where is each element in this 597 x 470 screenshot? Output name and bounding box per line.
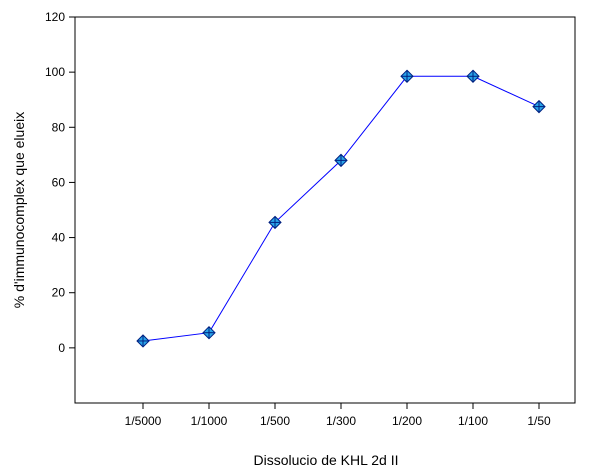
y-tick-label: 100 — [45, 65, 65, 79]
x-tick-label: 1/5000 — [125, 414, 162, 428]
y-tick-label: 0 — [58, 341, 65, 355]
y-tick-label: 80 — [52, 120, 66, 134]
x-tick-label: 1/300 — [326, 414, 356, 428]
y-tick-label: 40 — [52, 231, 66, 245]
data-point-marker — [400, 69, 414, 83]
data-point-marker — [268, 215, 282, 230]
x-tick-label: 1/500 — [260, 414, 290, 428]
x-tick-label: 1/50 — [527, 414, 551, 428]
y-tick-label: 20 — [52, 286, 66, 300]
y-axis: 0 20 40 60 80 100 120 — [45, 10, 75, 355]
series-layer — [136, 69, 546, 348]
data-point-marker — [334, 153, 348, 168]
data-point-marker — [136, 334, 150, 348]
y-axis-title: % d'immunocomplex que elueix — [11, 112, 27, 308]
data-point-marker — [466, 69, 480, 83]
y-tick-label: 60 — [52, 175, 66, 189]
x-axis-title: Dissolucio de KHL 2d II — [254, 452, 399, 468]
series-line — [142, 75, 540, 342]
x-axis: 1/5000 1/1000 1/500 1/300 1/200 1/100 1/50 — [125, 403, 551, 428]
data-point-marker — [202, 325, 216, 340]
x-tick-label: 1/200 — [392, 414, 422, 428]
x-tick-label: 1/100 — [458, 414, 488, 428]
y-tick-label: 120 — [45, 10, 65, 24]
plot-area-frame — [74, 16, 576, 404]
x-tick-label: 1/1000 — [191, 414, 228, 428]
data-point-marker — [532, 99, 546, 114]
